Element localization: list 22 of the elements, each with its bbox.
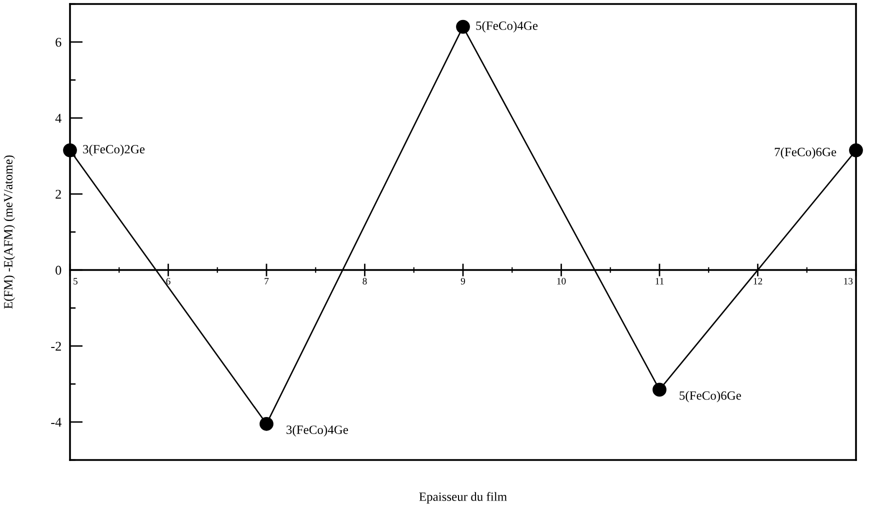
x-tick-label: 10 [557, 278, 566, 284]
y-tick-label: -2 [51, 342, 61, 351]
x-tick-label: 12 [754, 278, 762, 284]
y-tick-label: -4 [51, 418, 62, 427]
y-tick-label: 2 [56, 190, 61, 199]
x-axis-title: Epaisseur du film [419, 492, 507, 504]
x-tick-label: 5 [74, 278, 78, 284]
annotation: 7(FeCo)6Ge [774, 147, 836, 159]
y-tick-label: 4 [55, 114, 62, 123]
x-tick-label: 8 [362, 278, 367, 284]
x-tick-label: 6 [166, 278, 170, 284]
x-tick-label: 11 [656, 278, 664, 284]
y-axis-title: E(FM) -E(AFM) (meV/atome) [4, 155, 15, 309]
y-tick-label: 6 [56, 38, 62, 47]
x-tick-label: 9 [460, 278, 466, 284]
annotation: 5(FeCo)6Ge [680, 390, 741, 402]
x-tick-label: 7 [264, 278, 269, 284]
x-tick-label: 13 [844, 278, 853, 284]
annotation: 3(FeCo)4Ge [286, 425, 348, 437]
annotation: 3(FeCo)2Ge [83, 144, 145, 156]
y-tick-label: 0 [56, 266, 62, 275]
annotation: 5(FeCo)4Ge [476, 21, 538, 32]
